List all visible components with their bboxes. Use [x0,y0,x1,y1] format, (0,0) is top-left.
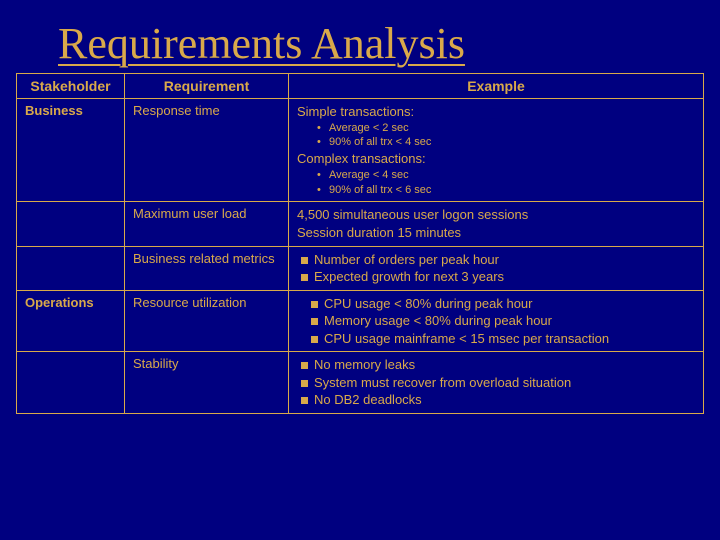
cell-example: Simple transactions: •Average < 2 sec •9… [289,99,704,202]
square-bullet-icon [311,336,318,343]
cell-stakeholder: Business [17,99,125,202]
cell-example: 4,500 simultaneous user logon sessions S… [289,202,704,246]
col-header-stakeholder: Stakeholder [17,74,125,99]
cell-example: Number of orders per peak hour Expected … [289,246,704,290]
example-bullet: Expected growth for next 3 years [297,268,695,286]
example-group-heading: Complex transactions: [297,150,695,168]
square-bullet-icon [311,318,318,325]
square-bullet-icon [301,362,308,369]
cell-requirement: Response time [125,99,289,202]
cell-stakeholder [17,246,125,290]
example-line: Session duration 15 minutes [297,224,695,242]
cell-requirement: Business related metrics [125,246,289,290]
cell-example: CPU usage < 80% during peak hour Memory … [289,290,704,352]
page-title: Requirements Analysis [0,0,720,73]
table-header-row: Stakeholder Requirement Example [17,74,704,99]
example-bullet: No DB2 deadlocks [297,391,695,409]
table-row: Stability No memory leaks System must re… [17,352,704,414]
example-bullet: Number of orders per peak hour [297,251,695,269]
example-sub-item: •90% of all trx < 6 sec [297,183,695,198]
square-bullet-icon [301,274,308,281]
example-group-heading: Simple transactions: [297,103,695,121]
cell-requirement: Resource utilization [125,290,289,352]
cell-stakeholder [17,352,125,414]
example-bullet: System must recover from overload situat… [297,374,695,392]
cell-requirement: Maximum user load [125,202,289,246]
example-bullet: Memory usage < 80% during peak hour [297,312,695,330]
example-line: 4,500 simultaneous user logon sessions [297,206,695,224]
example-sub-item: •Average < 4 sec [297,168,695,183]
table-row: Business Response time Simple transactio… [17,99,704,202]
example-bullet: CPU usage mainframe < 15 msec per transa… [297,330,695,348]
example-bullet: CPU usage < 80% during peak hour [297,295,695,313]
square-bullet-icon [301,397,308,404]
example-sub-item: •90% of all trx < 4 sec [297,135,695,150]
cell-requirement: Stability [125,352,289,414]
cell-example: No memory leaks System must recover from… [289,352,704,414]
col-header-requirement: Requirement [125,74,289,99]
table-row: Operations Resource utilization CPU usag… [17,290,704,352]
table-row: Business related metrics Number of order… [17,246,704,290]
col-header-example: Example [289,74,704,99]
table-row: Maximum user load 4,500 simultaneous use… [17,202,704,246]
cell-stakeholder: Operations [17,290,125,352]
example-bullet: No memory leaks [297,356,695,374]
requirements-table: Stakeholder Requirement Example Business… [16,73,704,414]
square-bullet-icon [301,380,308,387]
square-bullet-icon [311,301,318,308]
example-sub-item: •Average < 2 sec [297,121,695,136]
cell-stakeholder [17,202,125,246]
square-bullet-icon [301,257,308,264]
